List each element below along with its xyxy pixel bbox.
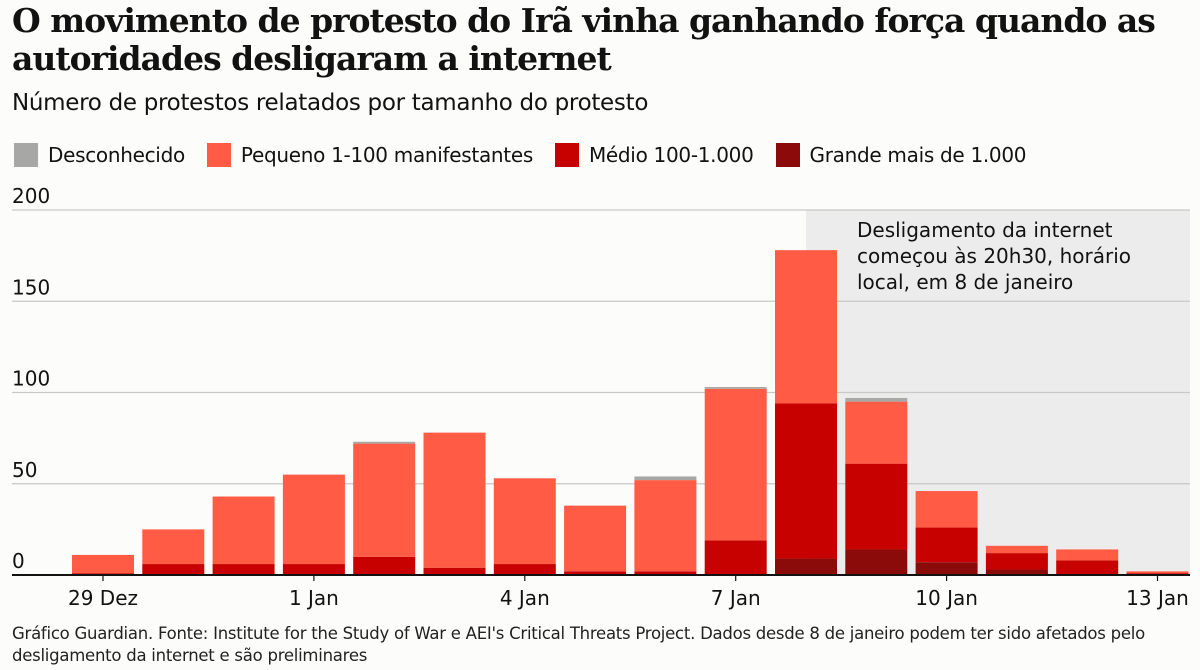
bar-segment-pequeno [564,505,627,572]
bar-stack-14 [1056,549,1119,575]
legend-swatch-medio [554,143,579,167]
x-axis: 29 Dez 1 Jan 4 Jan 7 Jan 10 Jan 13 Jan [12,574,1190,610]
bar-segment-pequeno [282,474,345,565]
y-tick-label-150: 150 [12,275,50,299]
annotation-line-3: local, em 8 de janeiro [857,270,1073,294]
x-tick-label: 10 Jan [915,586,978,610]
bar-segment-pequeno [634,480,697,572]
bar-segment-pequeno [775,250,837,404]
x-tick-label: 1 Jan [289,586,339,610]
bar-stack-12 [915,491,978,575]
bar-stack-10 [775,250,837,575]
bar-segment-medio [564,571,627,575]
legend-label-desconhecido: Desconhecido [48,143,185,167]
bar-segment-pequeno [353,443,416,557]
annotation: Desligamento da internet começou às 20h3… [857,218,1131,294]
annotation-line-1: Desligamento da internet [857,218,1113,242]
bar-segment-pequeno [72,554,134,574]
y-tick-label-50: 50 [12,458,37,482]
bar-segment-pequeno [845,401,908,464]
bar-segment-medio [634,571,697,575]
bar-segment-pequeno [1126,571,1189,574]
bar-segment-pequeno [915,491,978,528]
legend-label-grande: Grande mais de 1.000 [809,143,1027,167]
bar-stack-5 [423,432,486,575]
bar-segment-pequeno [985,545,1048,554]
bar-segment-grande [915,562,978,575]
annotation-line-2: começou às 20h30, horário [857,244,1131,268]
bar-segment-grande [985,569,1048,575]
bars [72,250,1189,575]
legend-swatch-grande [775,143,800,167]
bar-stack-9 [704,387,767,575]
y-tick-label-100: 100 [12,367,50,391]
legend-label-medio: Médio 100-1.000 [588,143,754,167]
bar-segment-pequeno [493,478,556,565]
legend-item-grande: Grande mais de 1.000 [775,143,1027,167]
y-tick-label-200: 200 [12,184,50,208]
bar-stack-4 [353,441,416,575]
bar-segment-medio [1056,560,1119,575]
bar-segment-medio [775,403,837,559]
bar-segment-pequeno [142,529,205,565]
chart-subtitle: Número de protestos relatados por tamanh… [12,90,649,116]
legend-label-pequeno: Pequeno 1-100 manifestantes [240,143,533,167]
bar-segment-desconhecido [704,387,767,389]
bar-segment-pequeno [212,496,275,565]
bar-segment-medio [493,564,556,575]
bar-segment-pequeno [1056,549,1119,561]
bar-segment-pequeno [704,388,767,541]
gridlines: 0 50 100 150 200 [12,184,1190,573]
x-tick-label: 29 Dez [68,586,138,610]
bar-stack-6 [493,478,556,575]
bar-segment-medio [985,553,1048,570]
bar-segment-medio [423,567,486,575]
bar-stack-3 [282,474,345,575]
bar-stack-8 [634,476,697,575]
bar-segment-desconhecido [845,397,908,402]
bar-segment-medio [212,564,275,575]
source-note: Gráfico Guardian. Fonte: Institute for t… [12,624,1145,665]
bar-stack-0 [72,554,134,575]
bar-segment-pequeno [423,432,486,568]
bar-segment-grande [845,549,908,575]
legend-item-desconhecido: Desconhecido [14,143,185,167]
bar-stack-11 [845,397,908,575]
bar-segment-desconhecido [634,476,697,481]
bar-stack-2 [212,496,275,575]
chart-title: O movimento de protesto do Irã vinha gan… [12,1,1156,78]
bar-segment-desconhecido [353,441,416,444]
legend-swatch-desconhecido [14,143,38,167]
x-tick-label: 7 Jan [711,586,761,610]
bar-segment-medio [142,564,205,575]
bar-stack-7 [564,505,627,575]
bar-stack-1 [142,529,205,575]
bar-segment-medio [353,556,416,575]
bar-segment-grande [775,558,837,575]
x-tick-label: 4 Jan [500,586,550,610]
bar-segment-medio [704,540,767,575]
bar-segment-medio [845,463,908,550]
legend-swatch-pequeno [206,143,231,167]
y-tick-label-0: 0 [12,549,25,573]
legend-item-pequeno: Pequeno 1-100 manifestantes [206,143,533,167]
bar-stack-13 [985,545,1048,575]
bar-segment-medio [282,564,345,575]
x-tick-label: 13 Jan [1126,586,1189,610]
legend-item-medio: Médio 100-1.000 [554,143,754,167]
stacked-bar-chart: 0 50 100 150 200 29 Dez 1 Jan 4 Jan 7 Jan 10 Jan… [12,184,1190,610]
legend: Desconhecido Pequeno 1-100 manifestantes… [14,143,1048,167]
bar-segment-medio [915,527,978,563]
